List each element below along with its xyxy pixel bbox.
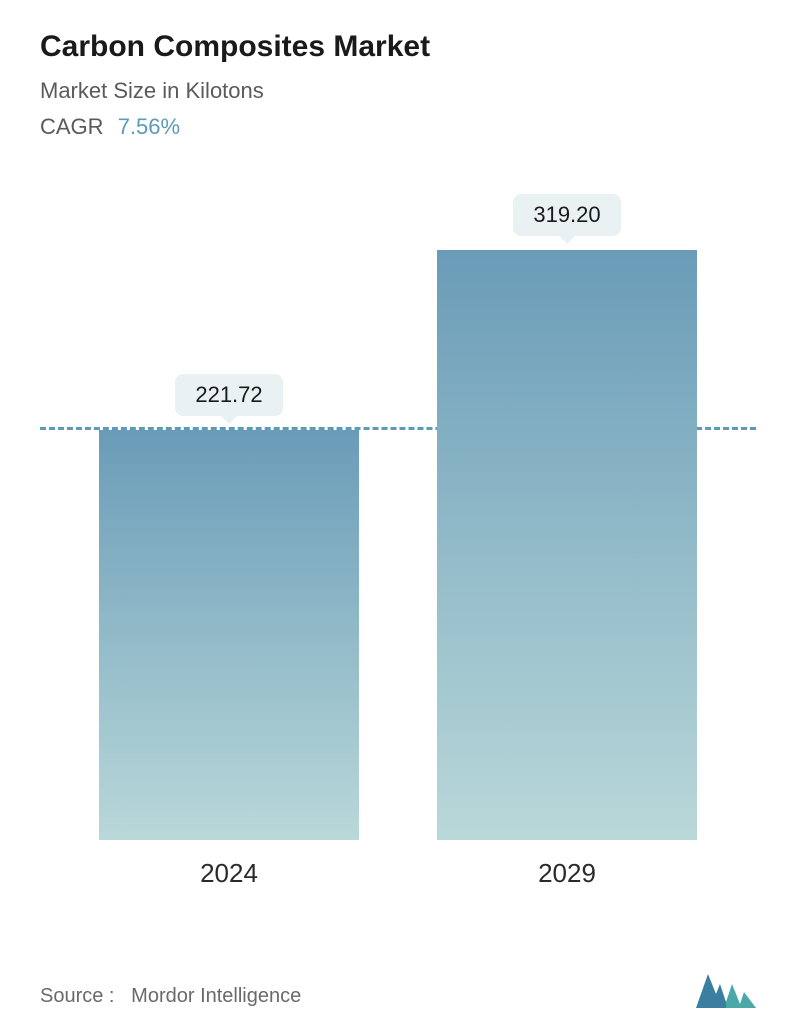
chart-container: Carbon Composites Market Market Size in … <box>0 0 796 1034</box>
bar-group: 319.20 <box>427 194 707 840</box>
footer: Source : Mordor Intelligence <box>40 964 756 1008</box>
cagr-value: 7.56% <box>118 114 180 139</box>
bars-group: 221.72 319.20 <box>40 190 756 840</box>
x-axis-labels: 2024 2029 <box>40 844 756 889</box>
bar-group: 221.72 <box>89 374 369 840</box>
source-name: Mordor Intelligence <box>131 985 301 1007</box>
chart-area: 221.72 319.20 <box>40 190 756 840</box>
chart-subtitle: Market Size in Kilotons <box>40 78 756 104</box>
mordor-logo-icon <box>696 964 756 1008</box>
source-label: Source : <box>40 985 114 1007</box>
value-badge: 221.72 <box>175 374 282 416</box>
x-axis-label: 2029 <box>427 858 707 889</box>
bar <box>437 250 697 840</box>
value-badge: 319.20 <box>513 194 620 236</box>
chart-title: Carbon Composites Market <box>40 30 756 64</box>
source-text: Source : Mordor Intelligence <box>40 985 301 1008</box>
cagr-label: CAGR <box>40 114 104 139</box>
cagr-row: CAGR 7.56% <box>40 114 756 140</box>
x-axis-label: 2024 <box>89 858 369 889</box>
bar <box>99 430 359 840</box>
